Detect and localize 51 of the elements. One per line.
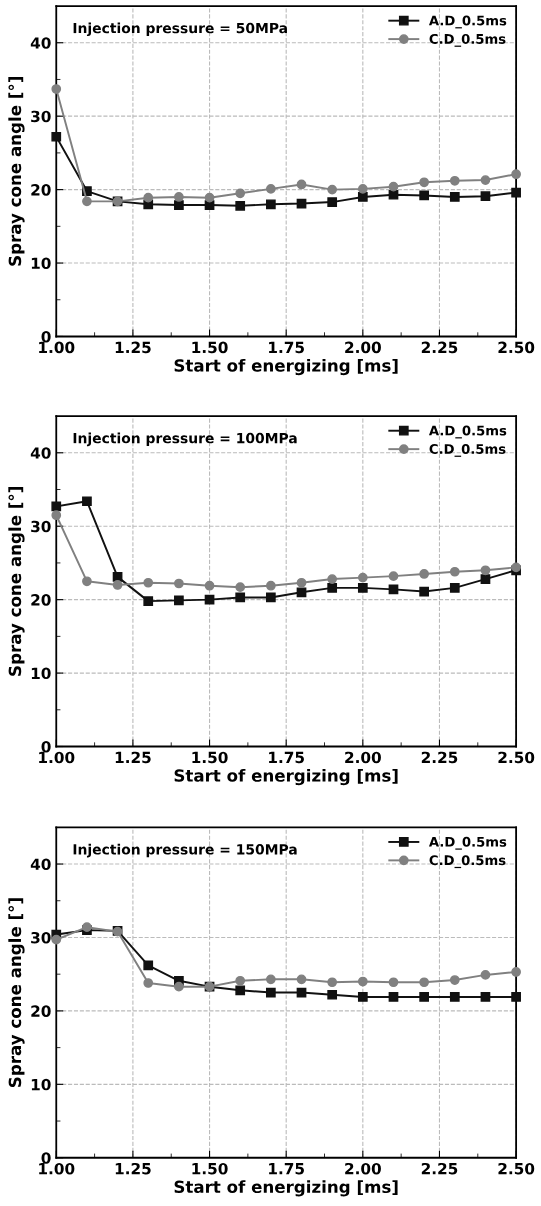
annotation: Injection pressure = 100MPa: [73, 432, 297, 447]
y-axis-title: Spray cone angle [°]: [8, 898, 25, 1087]
x-tick-label: 1.25: [115, 1162, 151, 1175]
y-tick-label: 30: [31, 110, 51, 123]
x-tick-label: 2.50: [498, 341, 535, 354]
x-tick-label: 1.50: [192, 1162, 228, 1175]
x-tick-label: 1.00: [39, 341, 75, 354]
x-axis-title: Start of energizing [ms]: [174, 1180, 398, 1197]
x-tick-label: 1.75: [269, 1163, 304, 1175]
legend-label: A.D_0.5ms: [428, 836, 507, 850]
x-tick-label: 1.25: [115, 341, 151, 354]
y-tick-label: 30: [31, 520, 51, 533]
y-axis-title: Spray cone angle [°]: [8, 77, 25, 266]
x-tick-label: 1.00: [39, 1162, 75, 1175]
x-tick-label: 2.00: [345, 1162, 381, 1175]
y-tick-label: 40: [30, 447, 51, 459]
y-tick-label: 0: [41, 740, 51, 753]
x-tick-label: 2.00: [345, 341, 381, 354]
x-tick-label: 1.75: [269, 751, 304, 764]
y-tick-label: 10: [31, 667, 51, 680]
annotation: Injection pressure = 50MPa: [73, 22, 287, 37]
x-tick-label: 2.25: [421, 751, 458, 764]
y-tick-label: 20: [31, 184, 51, 196]
annotation: Injection pressure = 150MPa: [73, 843, 297, 858]
x-axis-title: Start of energizing [ms]: [174, 768, 398, 786]
y-tick-label: 30: [31, 931, 51, 944]
y-tick-label: 10: [31, 1078, 51, 1091]
legend-label: A.D_0.5ms: [428, 425, 507, 439]
x-tick-label: 1.50: [192, 751, 228, 764]
legend-label: C.D_0.5ms: [429, 855, 506, 869]
x-tick-label: 2.50: [498, 751, 535, 764]
y-tick-label: 0: [41, 1152, 51, 1164]
legend-label: A.D_0.5ms: [428, 15, 507, 29]
x-tick-label: 1.25: [115, 751, 151, 764]
y-axis-title: Spray cone angle [°]: [8, 487, 25, 676]
y-tick-label: 40: [30, 37, 51, 49]
x-tick-label: 1.00: [39, 751, 75, 764]
y-tick-label: 20: [31, 594, 51, 606]
x-tick-label: 1.75: [269, 341, 304, 354]
x-tick-label: 2.25: [421, 341, 458, 354]
y-tick-label: 0: [41, 330, 51, 343]
legend-label: C.D_0.5ms: [429, 33, 506, 47]
y-tick-label: 20: [31, 1005, 51, 1017]
x-tick-label: 2.00: [345, 751, 381, 764]
y-tick-label: 40: [30, 858, 51, 871]
x-tick-label: 2.25: [421, 1162, 458, 1175]
legend-label: C.D_0.5ms: [429, 443, 506, 457]
x-tick-label: 2.50: [498, 1162, 535, 1175]
y-tick-label: 10: [31, 257, 51, 270]
x-axis-title: Start of energizing [ms]: [174, 358, 398, 376]
x-tick-label: 1.50: [192, 341, 228, 354]
